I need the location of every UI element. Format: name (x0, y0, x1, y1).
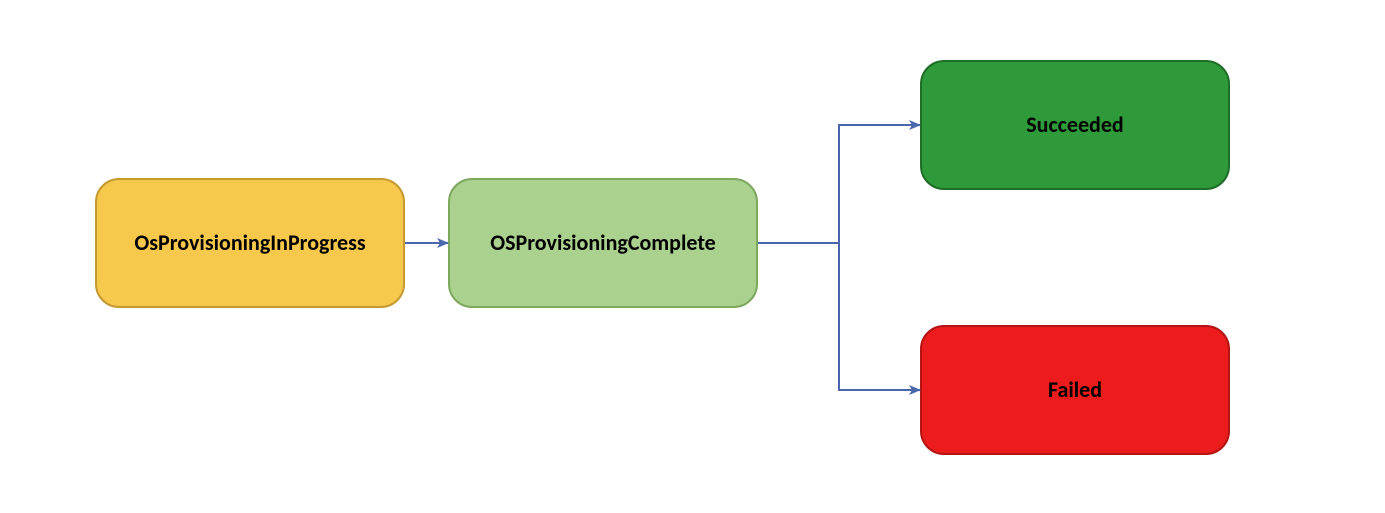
node-succeeded-label: Succeeded (1026, 112, 1123, 138)
node-succeeded: Succeeded (920, 60, 1230, 190)
node-failed: Failed (920, 325, 1230, 455)
node-in-progress: OsProvisioningInProgress (95, 178, 405, 308)
edge-complete-to-succeeded (758, 125, 920, 243)
node-failed-label: Failed (1048, 377, 1102, 403)
edge-complete-to-failed (758, 243, 920, 390)
node-in-progress-label: OsProvisioningInProgress (134, 230, 365, 256)
node-complete-label: OSProvisioningComplete (490, 230, 716, 256)
node-complete: OSProvisioningComplete (448, 178, 758, 308)
